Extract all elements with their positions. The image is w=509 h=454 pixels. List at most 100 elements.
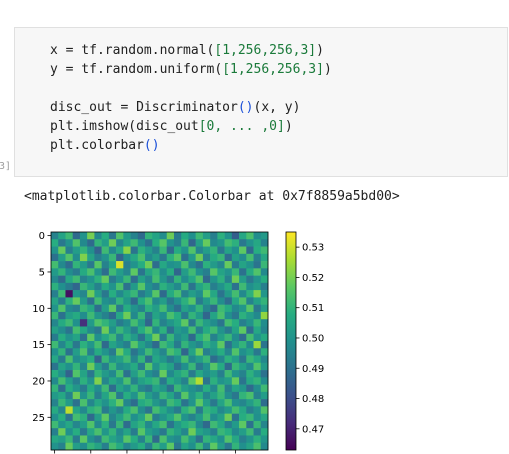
- heatmap-cell: [166, 290, 175, 298]
- code-editor[interactable]: x = tf.random.normal([1,256,256,3]) y = t…: [50, 41, 332, 155]
- heatmap-cell: [224, 326, 233, 335]
- heatmap-cell: [123, 290, 131, 298]
- heatmap-cell: [79, 420, 88, 429]
- heatmap-cell: [137, 239, 146, 247]
- heatmap-cell: [246, 377, 254, 385]
- heatmap-cell: [145, 420, 153, 429]
- heatmap-cell: [130, 428, 139, 436]
- heatmap-cell: [79, 341, 88, 349]
- heatmap-cell: [260, 275, 269, 284]
- heatmap-cell: [108, 304, 117, 313]
- heatmap-cell: [79, 348, 88, 356]
- heatmap-cell: [224, 399, 233, 407]
- heatmap-cell: [173, 246, 182, 255]
- heatmap-cell: [108, 362, 117, 371]
- heatmap-cell: [159, 290, 168, 298]
- heatmap-cell: [94, 333, 102, 342]
- heatmap-cell: [188, 239, 196, 247]
- heatmap-cell: [246, 442, 254, 451]
- heatmap-cell: [51, 239, 59, 247]
- heatmap-cell: [87, 362, 95, 371]
- heatmap-cell: [202, 355, 211, 364]
- heatmap-cell: [231, 232, 240, 240]
- heatmap-cell: [123, 428, 131, 436]
- heatmap-cell: [195, 326, 204, 335]
- heatmap-cell: [224, 239, 233, 247]
- heatmap-cell: [79, 377, 88, 385]
- heatmap-cell: [123, 377, 131, 385]
- heatmap-cell: [108, 282, 117, 291]
- heatmap-cell: [210, 377, 218, 385]
- heatmap-cell: [260, 391, 269, 400]
- heatmap-cell: [195, 348, 204, 356]
- heatmap-cell: [210, 362, 218, 371]
- heatmap-cell: [173, 232, 182, 240]
- heatmap-cell: [202, 406, 211, 414]
- heatmap-cell: [137, 297, 146, 305]
- code-token: plt.imshow(disc_out: [50, 119, 199, 134]
- code-token: disc_out = Discriminator: [50, 100, 238, 115]
- heatmap-cell: [210, 391, 218, 400]
- heatmap-cell: [217, 406, 225, 414]
- heatmap-cell: [253, 377, 262, 385]
- heatmap-cell: [87, 253, 95, 262]
- heatmap-cell: [108, 399, 117, 407]
- heatmap-cell: [137, 370, 146, 378]
- colorbar-tick-label: 0.49: [302, 364, 324, 375]
- heatmap-cell: [130, 341, 139, 349]
- heatmap-cell: [137, 311, 146, 320]
- heatmap-cell: [79, 268, 88, 276]
- heatmap-cell: [101, 319, 110, 327]
- heatmap-cell: [231, 311, 240, 320]
- heatmap-cell: [116, 442, 124, 451]
- heatmap-cell: [130, 355, 139, 364]
- heatmap-cell: [260, 377, 269, 385]
- heatmap-cell: [130, 326, 139, 335]
- heatmap-cell: [166, 348, 175, 356]
- heatmap-cell: [217, 355, 225, 364]
- heatmap-image: [51, 232, 269, 451]
- heatmap-cell: [260, 442, 269, 451]
- heatmap-cell: [239, 268, 247, 276]
- heatmap-cell: [94, 384, 102, 393]
- heatmap-cell: [166, 246, 175, 255]
- heatmap-cell: [94, 355, 102, 364]
- heatmap-cell: [72, 428, 81, 436]
- y-axis-ticks: 0 5 10 15 20 25: [32, 231, 51, 424]
- heatmap-cell: [246, 275, 254, 284]
- heatmap-cell: [94, 268, 102, 276]
- heatmap-cell: [159, 384, 168, 393]
- heatmap-cell: [152, 253, 160, 262]
- heatmap-cell: [210, 384, 218, 393]
- heatmap-cell: [130, 290, 139, 298]
- heatmap-cell: [253, 399, 262, 407]
- heatmap-cell: [152, 348, 160, 356]
- heatmap-cell: [87, 333, 95, 342]
- heatmap-cell: [166, 370, 175, 378]
- heatmap-cell: [224, 268, 233, 276]
- heatmap-cell: [260, 399, 269, 407]
- heatmap-cell: [65, 290, 73, 298]
- code-line: [50, 79, 332, 98]
- heatmap-cell: [246, 406, 254, 414]
- heatmap-cell: [65, 435, 73, 444]
- heatmap-cell: [195, 333, 204, 342]
- heatmap-cell: [152, 239, 160, 247]
- heatmap-cell: [210, 370, 218, 378]
- heatmap-cell: [116, 239, 124, 247]
- heatmap-cell: [224, 246, 233, 255]
- heatmap-cell: [94, 319, 102, 327]
- heatmap-cell: [181, 239, 189, 247]
- heatmap-cell: [246, 362, 254, 371]
- heatmap-cell: [152, 326, 160, 335]
- heatmap-cell: [51, 435, 59, 444]
- heatmap-cell: [159, 420, 168, 429]
- heatmap-cell: [108, 391, 117, 400]
- heatmap-cell: [87, 377, 95, 385]
- heatmap-cell: [51, 420, 59, 429]
- heatmap-cell: [58, 319, 66, 327]
- heatmap-cell: [152, 399, 160, 407]
- heatmap-cell: [152, 341, 160, 349]
- code-cell[interactable]: x = tf.random.normal([1,256,256,3]) y = t…: [14, 27, 508, 177]
- heatmap-cell: [79, 275, 88, 284]
